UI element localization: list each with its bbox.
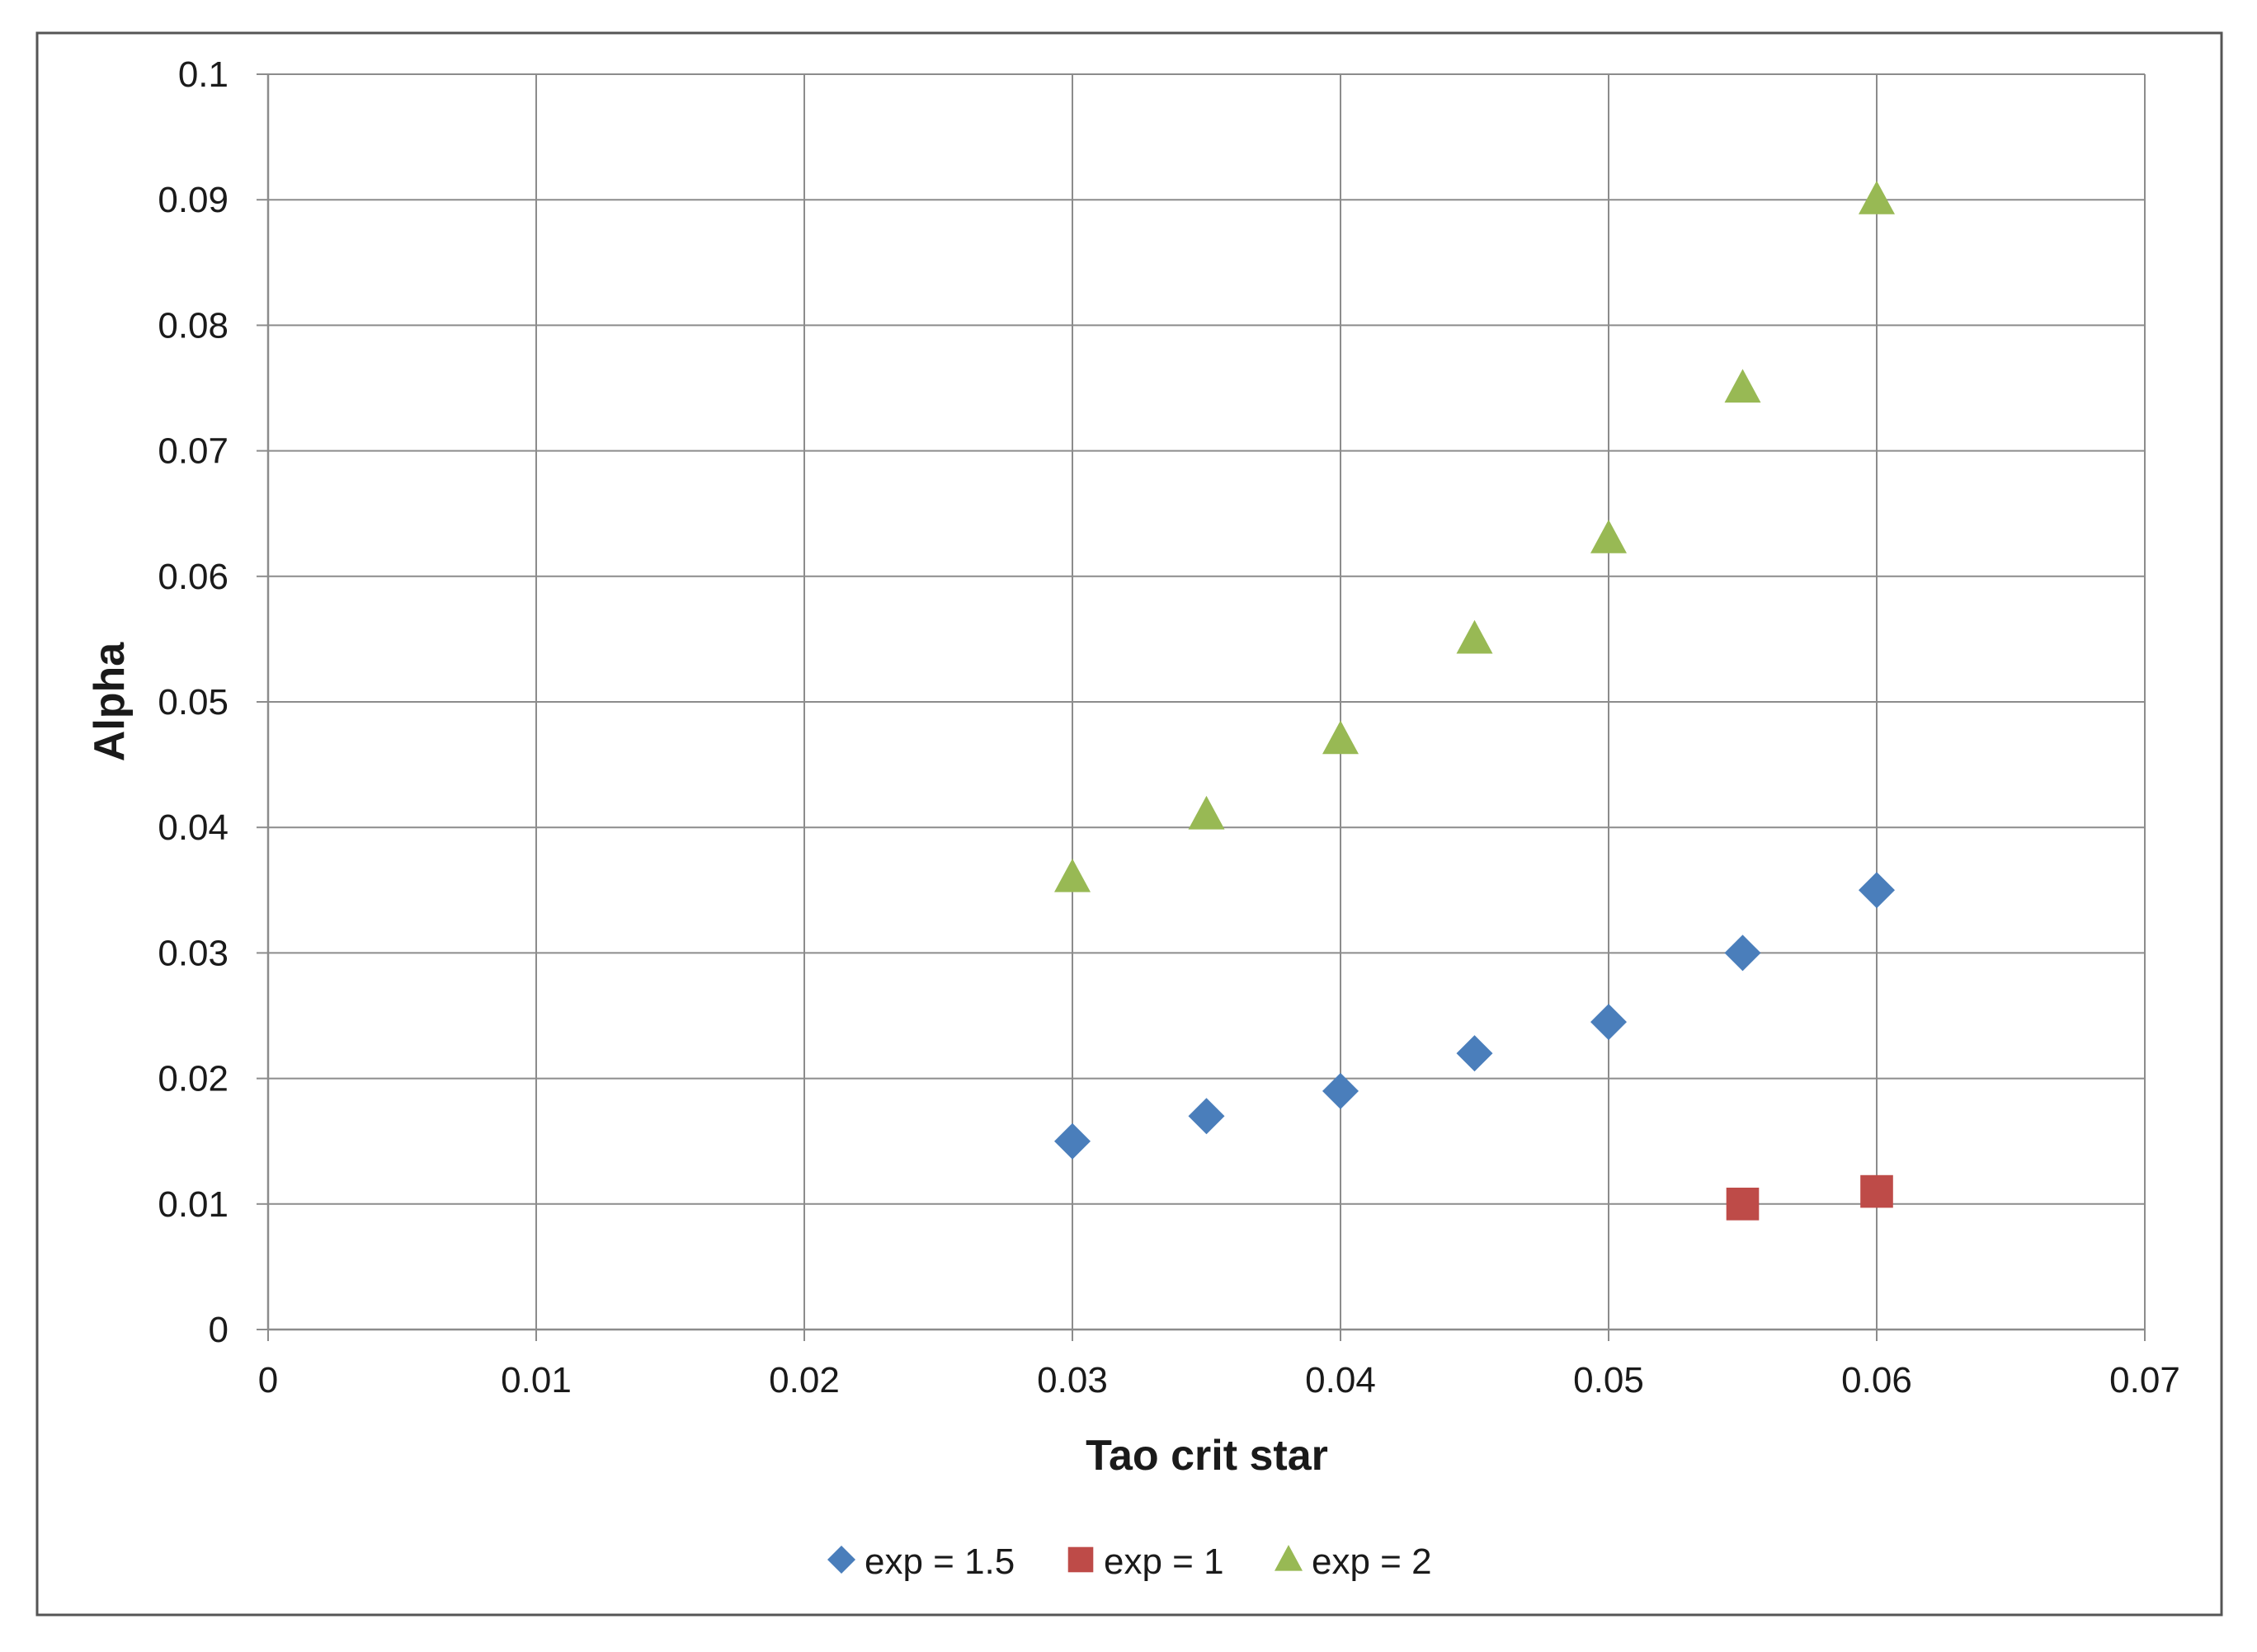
y-tick-label: 0.05 bbox=[158, 682, 229, 722]
legend: exp = 1.5 exp = 1 exp = 2 bbox=[827, 1541, 1432, 1582]
x-tick-label: 0.04 bbox=[1305, 1360, 1376, 1400]
y-tick-label: 0 bbox=[209, 1310, 229, 1350]
legend-label: exp = 1 bbox=[1104, 1541, 1224, 1582]
point-diamond bbox=[1590, 1004, 1627, 1041]
legend-marker-triangle bbox=[1275, 1545, 1303, 1571]
point-diamond bbox=[1188, 1098, 1225, 1135]
legend-item: exp = 1.5 bbox=[827, 1541, 1015, 1582]
point-square bbox=[1726, 1188, 1760, 1221]
point-diamond bbox=[1054, 1123, 1091, 1160]
y-tick-label: 0.03 bbox=[158, 933, 229, 973]
legend-item: exp = 2 bbox=[1275, 1541, 1432, 1582]
chart-border bbox=[35, 31, 2223, 1617]
x-tick-label: 0.07 bbox=[2109, 1360, 2180, 1400]
x-tick-label: 0.02 bbox=[769, 1360, 840, 1400]
x-tick-label: 0.05 bbox=[1573, 1360, 1644, 1400]
y-tick-label: 0.04 bbox=[158, 807, 229, 848]
y-tick-label: 0.01 bbox=[158, 1184, 229, 1225]
point-triangle bbox=[1054, 858, 1091, 892]
y-tick-label: 0.02 bbox=[158, 1059, 229, 1099]
point-diamond bbox=[1859, 872, 1895, 909]
legend-marker-diamond bbox=[827, 1546, 855, 1574]
point-triangle bbox=[1322, 720, 1359, 755]
grid-lines bbox=[268, 73, 2146, 1330]
point-triangle bbox=[1456, 619, 1493, 654]
point-triangle bbox=[1188, 795, 1225, 830]
x-tick-label: 0.03 bbox=[1037, 1360, 1108, 1400]
y-tick-label: 0.06 bbox=[158, 557, 229, 597]
point-diamond bbox=[1456, 1035, 1493, 1072]
point-triangle bbox=[1724, 369, 1761, 403]
x-tick-label: 0 bbox=[258, 1360, 278, 1400]
x-tick-label: 0.06 bbox=[1841, 1360, 1912, 1400]
y-tick-labels: 0 0.01 0.02 0.03 0.04 0.05 0.06 0.07 0.08 0.09 0.1 bbox=[158, 54, 229, 1350]
legend-label: exp = 1.5 bbox=[865, 1541, 1015, 1582]
y-tick-label: 0.07 bbox=[158, 431, 229, 472]
data-points bbox=[1054, 181, 1895, 1221]
y-tick-label: 0.09 bbox=[158, 180, 229, 220]
y-tick-label: 0.08 bbox=[158, 305, 229, 346]
legend-item: exp = 1 bbox=[1067, 1541, 1224, 1582]
x-tick-label: 0.01 bbox=[501, 1360, 572, 1400]
point-square bbox=[1860, 1174, 1893, 1208]
point-triangle bbox=[1859, 181, 1895, 214]
x-tick-labels: 0 0.01 0.02 0.03 0.04 0.05 0.06 0.07 bbox=[258, 1360, 2180, 1400]
point-diamond bbox=[1724, 934, 1761, 972]
legend-marker-square bbox=[1067, 1546, 1094, 1573]
legend-label: exp = 2 bbox=[1312, 1541, 1432, 1582]
y-axis-title: Alpha bbox=[86, 642, 134, 762]
point-triangle bbox=[1590, 520, 1627, 553]
y-tick-label: 0.1 bbox=[178, 54, 229, 95]
point-diamond bbox=[1322, 1072, 1359, 1109]
axes bbox=[257, 73, 2146, 1341]
x-axis-title: Tao crit star bbox=[1086, 1432, 1328, 1480]
